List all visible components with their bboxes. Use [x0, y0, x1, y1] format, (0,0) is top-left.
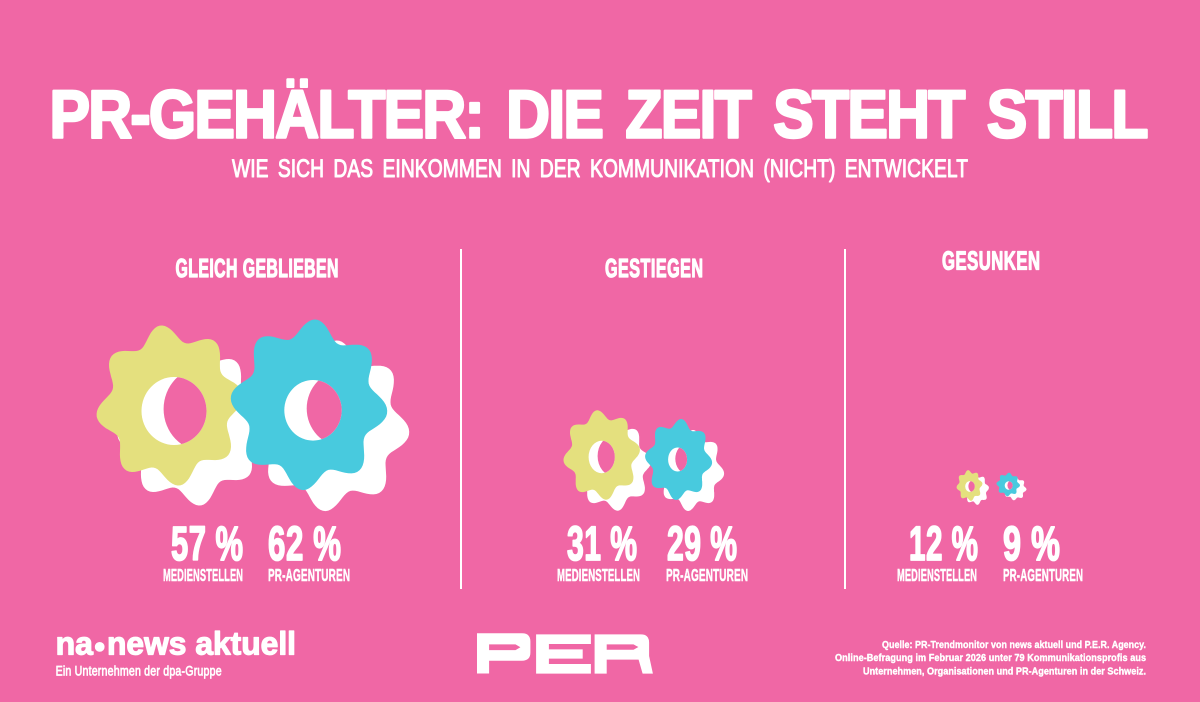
svg-text:62 %: 62 % — [268, 516, 341, 571]
svg-text:WIE SICH DAS EINKOMMEN IN DER: WIE SICH DAS EINKOMMEN IN DER KOMMUNIKAT… — [232, 155, 968, 183]
svg-text:MEDIENSTELLEN: MEDIENSTELLEN — [557, 565, 640, 585]
svg-text:Ein Unternehmen der dpa-Gruppe: Ein Unternehmen der dpa-Gruppe — [56, 663, 222, 679]
svg-text:MEDIENSTELLEN: MEDIENSTELLEN — [163, 565, 243, 585]
svg-text:PR-AGENTUREN: PR-AGENTUREN — [666, 566, 748, 586]
svg-text:GESTIEGEN: GESTIEGEN — [605, 253, 703, 283]
svg-text:MEDIENSTELLEN: MEDIENSTELLEN — [897, 565, 977, 585]
svg-text:29 %: 29 % — [667, 518, 737, 571]
svg-text:PR-AGENTUREN: PR-AGENTUREN — [1003, 565, 1083, 585]
svg-text:Quelle: PR-Trendmonitor von ne: Quelle: PR-Trendmonitor von news aktuell… — [882, 639, 1146, 651]
svg-text:na: na — [56, 626, 94, 662]
svg-text:GESUNKEN: GESUNKEN — [942, 246, 1040, 276]
svg-text:57 %: 57 % — [171, 516, 243, 571]
svg-text:news aktuell: news aktuell — [107, 626, 296, 662]
svg-text:PR-AGENTUREN: PR-AGENTUREN — [268, 566, 350, 586]
svg-text:31 %: 31 % — [567, 518, 637, 571]
svg-text:9 %: 9 % — [1003, 517, 1060, 571]
svg-text:Unternehmen, Organisationen un: Unternehmen, Organisationen und PR-Agent… — [863, 666, 1146, 678]
svg-text:12 %: 12 % — [909, 518, 978, 571]
svg-text:GLEICH GEBLIEBEN: GLEICH GEBLIEBEN — [176, 254, 339, 283]
svg-text:PR-GEHÄLTER: DIE ZEIT STEHT ST: PR-GEHÄLTER: DIE ZEIT STEHT STILL — [50, 77, 1149, 153]
svg-text:Online-Befragung im Februar 20: Online-Befragung im Februar 2026 unter 7… — [835, 653, 1147, 665]
